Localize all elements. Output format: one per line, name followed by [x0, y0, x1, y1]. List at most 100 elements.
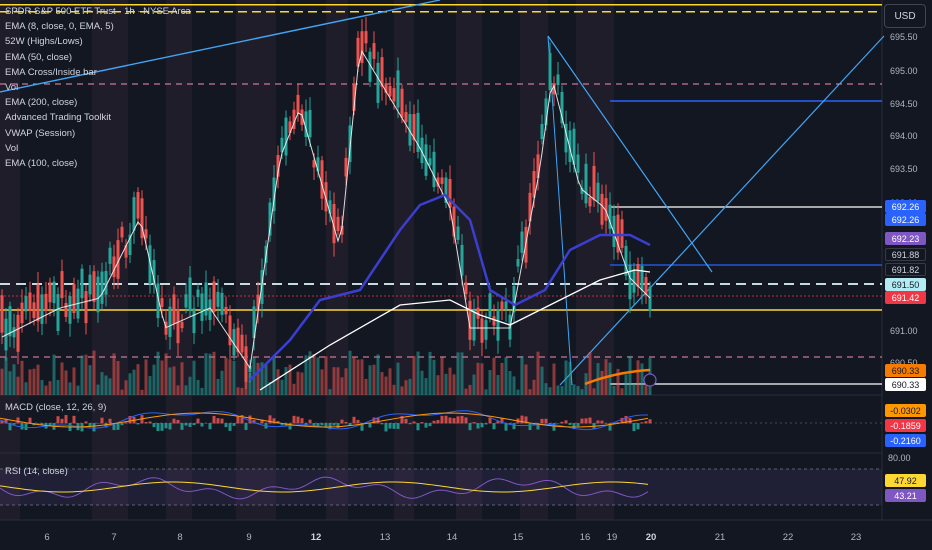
macd-histogram-bar: [384, 423, 388, 432]
candle: [392, 88, 396, 102]
volume-bar: [332, 367, 336, 395]
candle: [156, 283, 160, 319]
candle: [460, 244, 464, 276]
candle: [624, 245, 628, 276]
volume-bar: [524, 364, 528, 395]
macd-histogram-bar: [472, 422, 476, 424]
volume-bar: [564, 360, 568, 395]
macd-histogram-bar: [156, 423, 160, 432]
candle: [152, 260, 156, 283]
volume-bar: [364, 378, 368, 395]
legend-ema8[interactable]: EMA (8, close, 0, EMA, 5): [5, 21, 114, 33]
volume-bar: [416, 351, 420, 395]
price-tag: 691.88: [885, 248, 926, 261]
volume-bar: [324, 356, 328, 395]
candle: [132, 197, 136, 231]
candle: [8, 306, 12, 337]
volume-bar: [264, 363, 268, 395]
volume-bar: [580, 389, 584, 395]
volume-bar: [344, 368, 348, 395]
macd-histogram-bar: [372, 417, 376, 424]
candle: [496, 309, 500, 341]
legend-vol-2[interactable]: Vol: [5, 142, 19, 154]
rsi-axis-label: 80.00: [888, 453, 911, 463]
macd-histogram-bar: [36, 423, 40, 424]
candle: [376, 62, 380, 103]
candle: [188, 277, 192, 312]
macd-histogram-bar: [212, 415, 216, 424]
candle: [344, 157, 348, 177]
legend-att[interactable]: Advanced Trading Toolkit: [5, 112, 111, 124]
macd-histogram-bar: [28, 417, 32, 424]
ema8-line: [1, 50, 651, 370]
macd-histogram-bar: [508, 423, 512, 424]
session-band: [326, 0, 348, 520]
macd-histogram-bar: [436, 420, 440, 424]
macd-histogram-bar: [120, 423, 124, 426]
candle: [248, 365, 252, 373]
candle: [520, 231, 524, 253]
currency-button[interactable]: USD: [884, 4, 926, 28]
volume-bar: [68, 382, 72, 395]
time-tick-label: 7: [111, 532, 117, 543]
macd-histogram-bar: [108, 418, 112, 424]
candle: [516, 259, 520, 267]
candle: [504, 301, 508, 309]
volume-bar: [484, 389, 488, 395]
volume-bar: [460, 352, 464, 395]
time-tick-label: 12: [310, 532, 322, 543]
macd-histogram-bar: [388, 423, 392, 429]
candle: [640, 265, 644, 291]
legend-ema50[interactable]: EMA (50, close): [5, 51, 73, 63]
candle: [648, 286, 652, 312]
candle: [352, 83, 356, 111]
macd-histogram-bar: [268, 415, 272, 424]
volume-bar: [24, 382, 28, 395]
candle: [228, 315, 232, 346]
rsi-title[interactable]: RSI (14, close): [5, 466, 68, 477]
volume-bar: [176, 385, 180, 395]
volume-bar: [148, 376, 152, 395]
price-tick-label: 693.50: [890, 164, 918, 174]
volume-bar: [444, 373, 448, 395]
candle: [184, 294, 188, 308]
candle: [532, 171, 536, 198]
time-tick-label: 13: [379, 532, 391, 543]
volume-bar: [216, 378, 220, 395]
macd-histogram-bar: [500, 418, 504, 424]
volume-bar: [424, 378, 428, 395]
symbol-title[interactable]: SPDR S&P 500 ETF Trust · 1h · NYSE Arca: [5, 6, 191, 17]
macd-histogram-bar: [8, 423, 12, 431]
legend-ema200[interactable]: EMA (200, close): [5, 97, 78, 109]
volume-bar: [616, 368, 620, 395]
macd-title[interactable]: MACD (close, 12, 26, 9): [5, 402, 107, 413]
macd-histogram-bar: [328, 423, 332, 430]
legend-ema-cross[interactable]: EMA Cross/Inside bar: [5, 66, 97, 78]
candle: [484, 320, 488, 340]
legend-52w[interactable]: 52W (Highs/Lows): [5, 36, 83, 48]
volume-bar: [540, 366, 544, 395]
candle: [512, 286, 516, 313]
macd-histogram-bar: [244, 423, 248, 431]
volume-bar: [136, 364, 140, 395]
macd-histogram-bar: [164, 423, 168, 429]
candle: [456, 226, 460, 240]
candle: [492, 316, 496, 326]
volume-bar: [220, 370, 224, 395]
legend-vol[interactable]: Vol: [5, 81, 19, 93]
legend-vwap[interactable]: VWAP (Session): [5, 127, 76, 139]
macd-histogram-bar: [112, 423, 116, 431]
macd-histogram-bar: [424, 423, 428, 428]
time-tick-label: 14: [446, 532, 458, 543]
legend-ema100[interactable]: EMA (100, close): [5, 157, 78, 169]
price-tag: 692.26: [885, 213, 926, 226]
volume-bar: [328, 389, 332, 395]
volume-bar: [576, 386, 580, 395]
macd-histogram-bar: [288, 423, 292, 430]
candle: [0, 295, 4, 333]
macd-histogram-bar: [552, 423, 556, 431]
volume-bar: [20, 360, 24, 395]
volume-bar: [376, 354, 380, 395]
candle: [160, 298, 164, 307]
